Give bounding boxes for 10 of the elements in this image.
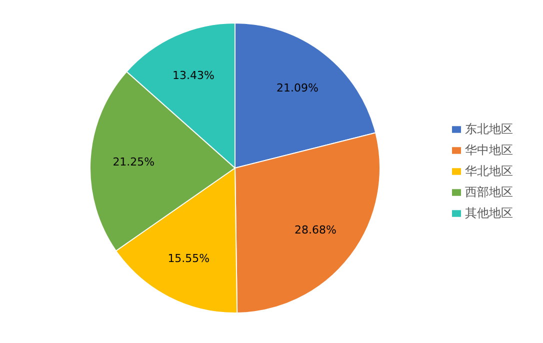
legend-label: 其他地区 (465, 206, 513, 220)
legend-label: 东北地区 (465, 122, 513, 136)
data-label: 13.43% (172, 68, 214, 82)
legend-label: 华北地区 (465, 164, 513, 178)
legend-label: 华中地区 (465, 143, 513, 157)
data-label: 28.68% (294, 223, 336, 236)
data-label: 21.25% (112, 155, 155, 168)
data-label: 15.55% (168, 252, 210, 265)
legend-label: 西部地区 (465, 185, 513, 199)
data-label: 21.09% (276, 81, 318, 94)
